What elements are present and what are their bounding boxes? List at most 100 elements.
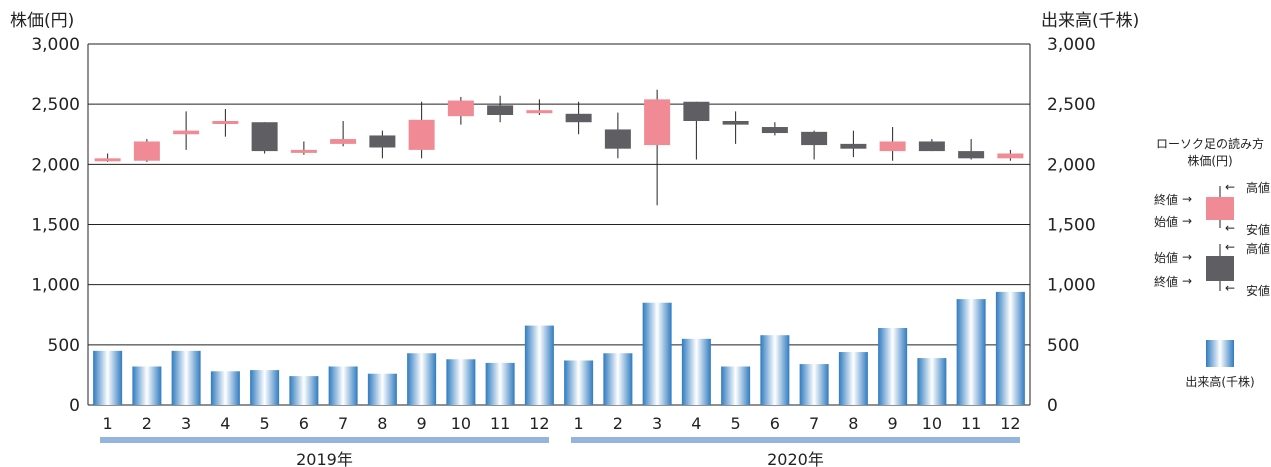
candle-up <box>997 153 1024 159</box>
legend-up-high-label: 高値 <box>1246 180 1270 195</box>
volume-bar <box>917 358 947 405</box>
right-tick-labels: 0 500 1,000 1,500 2,000 2,500 3,000 <box>1047 35 1096 416</box>
volume-bar <box>289 376 319 405</box>
volume-bar <box>524 325 554 405</box>
left-tick-label: 2,500 <box>31 95 80 115</box>
left-tick-label: 3,000 <box>31 35 80 55</box>
candle-up <box>94 158 121 162</box>
volume-bar <box>485 362 515 405</box>
x-tick-label: 8 <box>377 414 387 433</box>
candle-down <box>722 121 749 125</box>
candle-down <box>565 113 592 123</box>
candle-up <box>526 110 553 114</box>
volume-bar <box>838 352 868 405</box>
candle-down <box>918 141 945 152</box>
x-tick-label: 4 <box>691 414 701 433</box>
x-tick-label: 10 <box>451 414 471 433</box>
left-axis-title: 株価(円) <box>10 11 74 31</box>
legend-arrow-left-icon: ← <box>1225 240 1235 254</box>
volume-bar <box>995 291 1025 405</box>
year-label: 2019年 <box>296 450 353 467</box>
candle-down <box>761 127 788 134</box>
year-groups: 2019年 2020年 <box>100 437 1020 467</box>
candle-up <box>879 141 906 152</box>
volume-bar <box>564 360 594 405</box>
x-tick-label: 5 <box>260 414 270 433</box>
legend-volume-label: 出来高(千株) <box>1185 374 1254 389</box>
year-bar <box>100 437 549 443</box>
volume-bar <box>367 373 397 405</box>
volume-bar <box>171 350 201 405</box>
candle-down <box>683 101 710 122</box>
left-tick-label: 500 <box>48 336 80 356</box>
x-tick-label: 9 <box>888 414 898 433</box>
grid-lines <box>87 43 1031 406</box>
right-tick-label: 2,000 <box>1047 155 1096 175</box>
x-tick-label: 11 <box>490 414 510 433</box>
candle-down <box>369 135 396 148</box>
left-tick-label: 2,000 <box>31 155 80 175</box>
legend-arrow-right-icon: → <box>1182 214 1192 228</box>
left-tick-label: 0 <box>69 396 80 416</box>
legend-up-low-label: 安値 <box>1246 222 1270 237</box>
volume-bars <box>93 291 1025 405</box>
candle-down <box>801 131 828 146</box>
candle-down <box>840 143 867 149</box>
legend-volume-swatch <box>1206 340 1234 367</box>
candle-down <box>487 105 514 115</box>
volume-bar <box>328 366 358 405</box>
x-tick-label: 5 <box>731 414 741 433</box>
left-tick-label: 1,500 <box>31 216 80 236</box>
volume-bar <box>407 353 437 405</box>
legend-arrow-left-icon: ← <box>1225 221 1235 235</box>
legend-down-open-label: 始値 <box>1154 250 1178 265</box>
legend-up-open-label: 始値 <box>1154 214 1178 229</box>
legend-down-candle <box>1206 256 1234 281</box>
candle-up <box>644 99 671 146</box>
candlesticks <box>94 89 1024 206</box>
x-tick-label: 12 <box>529 414 549 433</box>
x-tick-label: 1 <box>574 414 584 433</box>
x-tick-label: 6 <box>299 414 309 433</box>
right-tick-label: 0 <box>1047 396 1058 416</box>
right-tick-label: 1,500 <box>1047 216 1096 236</box>
volume-bar <box>878 327 908 405</box>
year-bar <box>571 437 1020 443</box>
legend-down-high-label: 高値 <box>1246 241 1270 256</box>
volume-bar <box>603 353 633 405</box>
right-tick-label: 2,500 <box>1047 95 1096 115</box>
legend-up-close-label: 終値 <box>1154 192 1178 207</box>
volume-bar <box>132 366 162 405</box>
right-axis-title: 出来高(千株) <box>1041 11 1139 31</box>
right-tick-label: 1,000 <box>1047 276 1096 296</box>
volume-bar <box>446 359 476 405</box>
candle-up <box>447 100 474 117</box>
left-tick-labels: 0 500 1,000 1,500 2,000 2,500 3,000 <box>31 35 80 416</box>
candle-down <box>958 151 985 159</box>
legend-down-low-label: 安値 <box>1246 283 1270 298</box>
volume-bar <box>721 366 751 405</box>
candle-up <box>290 149 317 153</box>
right-tick-label: 3,000 <box>1047 35 1096 55</box>
x-tick-labels: 1 2 3 4 5 6 7 8 9 10 11 12 1 2 3 4 5 6 7 8 9 10 11 12 <box>103 414 1021 433</box>
x-tick-label: 11 <box>961 414 981 433</box>
legend-title: ローソク足の読み方 <box>1156 136 1264 151</box>
volume-bar <box>210 371 240 405</box>
x-tick-label: 6 <box>770 414 780 433</box>
candle-down <box>604 129 631 149</box>
volume-bar <box>799 364 829 405</box>
x-tick-label: 2 <box>613 414 623 433</box>
legend-down-close-label: 終値 <box>1154 274 1178 289</box>
x-tick-label: 4 <box>220 414 230 433</box>
candle-up <box>212 121 239 125</box>
x-tick-label: 7 <box>809 414 819 433</box>
legend-arrow-right-icon: → <box>1182 274 1192 288</box>
legend-subtitle: 株価(円) <box>1187 153 1232 168</box>
legend-arrow-right-icon: → <box>1182 250 1192 264</box>
volume-bar <box>93 350 123 405</box>
x-tick-label: 12 <box>1000 414 1020 433</box>
legend-arrow-left-icon: ← <box>1225 281 1235 295</box>
x-tick-label: 2 <box>142 414 152 433</box>
candle-down <box>251 122 278 152</box>
volume-bar <box>250 370 280 405</box>
